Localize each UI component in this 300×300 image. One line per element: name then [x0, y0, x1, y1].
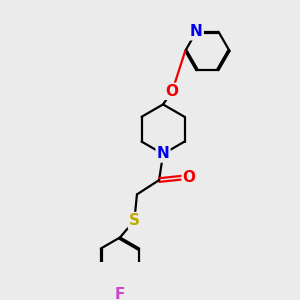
Text: N: N — [190, 24, 203, 39]
Text: O: O — [183, 170, 196, 185]
Text: S: S — [129, 213, 140, 228]
Text: O: O — [166, 84, 179, 99]
Text: N: N — [157, 146, 169, 161]
Text: F: F — [115, 287, 125, 300]
